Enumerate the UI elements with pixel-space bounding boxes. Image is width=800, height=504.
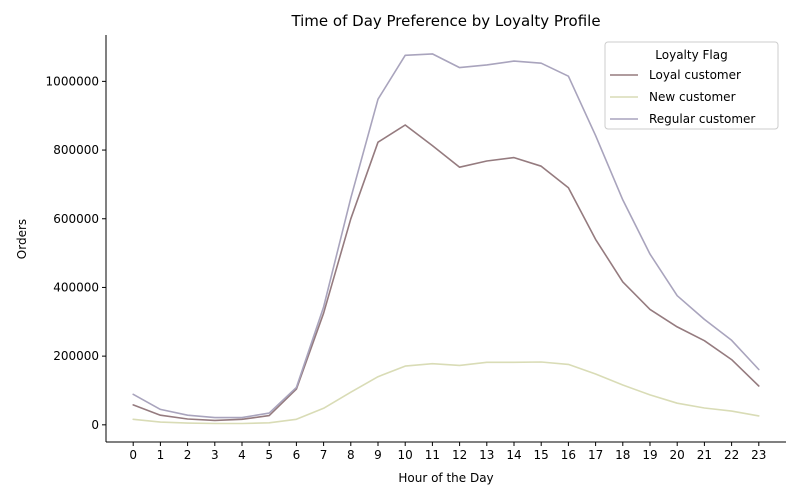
x-tick-label: 4: [238, 448, 246, 462]
x-tick-label: 10: [398, 448, 413, 462]
x-tick-label: 2: [184, 448, 192, 462]
x-tick-label: 12: [452, 448, 467, 462]
x-tick-label: 18: [615, 448, 630, 462]
series-line-loyal-customer: [132, 124, 760, 422]
legend-title: Loyalty Flag: [655, 48, 727, 62]
x-tick-label: 7: [320, 448, 328, 462]
legend-entry-label: Loyal customer: [649, 68, 741, 82]
x-tick-label: 23: [751, 448, 766, 462]
x-tick-label: 15: [534, 448, 549, 462]
y-tick-label: 1000000: [46, 74, 99, 88]
legend: Loyalty Flag Loyal customer New customer Re…: [604, 41, 779, 130]
x-tick-label: 16: [561, 448, 576, 462]
x-axis-label: Hour of the Day: [398, 471, 493, 485]
x-tick-label: 22: [724, 448, 739, 462]
x-tick-label: 11: [425, 448, 440, 462]
legend-box: [604, 41, 779, 130]
series-line-regular-customer: [132, 53, 760, 419]
y-axis-label: Orders: [15, 219, 29, 259]
y-tick-label: 800000: [53, 143, 99, 157]
y-tick-label: 0: [91, 418, 99, 432]
y-tick-label: 400000: [53, 280, 99, 294]
x-tick-label: 14: [506, 448, 521, 462]
axes: 0 1 2 3 4 5 6 7 8 9 10 11 12 13 14 15 16 17 18 19 20 21 22 2302…: [46, 35, 786, 462]
x-tick-label: 17: [588, 448, 603, 462]
x-tick-label: 20: [670, 448, 685, 462]
y-tick-label: 600000: [53, 212, 99, 226]
x-tick-label: 3: [211, 448, 219, 462]
series-lines: [132, 53, 760, 425]
series-line-new-customer: [132, 361, 760, 425]
x-tick-label: 8: [347, 448, 355, 462]
x-tick-label: 9: [374, 448, 382, 462]
chart-title: Time of Day Preference by Loyalty Profil…: [290, 12, 600, 30]
x-tick-label: 13: [479, 448, 494, 462]
x-tick-label: 6: [293, 448, 301, 462]
x-tick-label: 5: [265, 448, 273, 462]
x-tick-label: 1: [157, 448, 165, 462]
y-tick-label: 200000: [53, 349, 99, 363]
x-tick-label: 21: [697, 448, 712, 462]
legend-entry-label: New customer: [649, 90, 736, 104]
x-tick-label: 19: [642, 448, 657, 462]
legend-entry-label: Regular customer: [649, 112, 755, 126]
x-tick-label: 0: [129, 448, 137, 462]
